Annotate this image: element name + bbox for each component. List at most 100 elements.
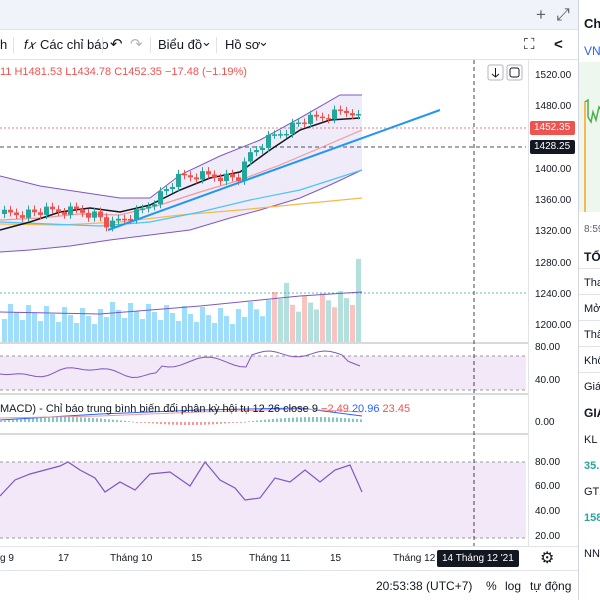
macd-bar: [260, 420, 262, 422]
candle-body: [308, 114, 313, 124]
price-tick: 1240.00: [535, 289, 572, 300]
info-row: Mở: [579, 294, 600, 319]
macd-histogram: [0, 407, 363, 425]
time-axis[interactable]: g 9 17 Tháng 10 15 Tháng 11 15 Tháng 12 …: [0, 546, 578, 570]
time-tick: Tháng 12: [393, 553, 436, 564]
chart-toolbar: h f𝑥 Các chỉ báo ↶ ↷ Biểu đồ ⌄ Hồ sơ ⌄ ⛶…: [0, 30, 578, 60]
volume-bar: [254, 309, 259, 342]
macd-bar: [248, 421, 250, 423]
macd-bar: [272, 419, 274, 422]
candle-body: [320, 116, 325, 119]
rsi-tick: 80.00: [535, 342, 561, 353]
candle-body: [182, 173, 187, 176]
undo-icon[interactable]: ↶: [110, 36, 123, 53]
volume-bar: [326, 300, 331, 342]
volume-bar: [20, 320, 25, 342]
volume-bar: [296, 311, 301, 342]
toolbar-divider: [13, 37, 14, 53]
candle-body: [254, 150, 259, 153]
macd-bar: [104, 418, 106, 422]
candle-body: [98, 211, 103, 218]
macd-bar: [356, 418, 358, 422]
ma-teal: [0, 169, 363, 227]
volume-bar: [92, 324, 97, 342]
macd-bar: [316, 417, 318, 422]
macd-bar: [32, 418, 34, 422]
panel-symbol[interactable]: VN: [584, 44, 600, 58]
trend-line[interactable]: [107, 109, 441, 231]
macd-bar: [192, 422, 194, 425]
mini-chart-bg: [579, 62, 600, 212]
candle-body: [194, 177, 199, 180]
indicators-button[interactable]: Các chỉ báo: [40, 37, 109, 52]
macd-bar: [300, 417, 302, 422]
macd-bar: [108, 419, 110, 422]
macd-bar: [176, 422, 178, 425]
time-tick: 15: [191, 553, 203, 564]
candle-body: [8, 209, 13, 213]
toolbar-fragment[interactable]: h: [0, 37, 8, 52]
candle-body: [86, 212, 91, 218]
redo-icon[interactable]: ↷: [130, 36, 143, 53]
macd-bar: [188, 422, 190, 425]
chart-type-button[interactable]: Biểu đồ: [158, 37, 203, 52]
macd-bar: [284, 418, 286, 422]
candle-body: [56, 209, 61, 213]
chart-canvas[interactable]: [0, 60, 528, 572]
volume-bar: [290, 304, 295, 342]
chevron-down-icon[interactable]: ⌄: [201, 34, 212, 49]
expand-icon[interactable]: ⤢: [556, 5, 570, 24]
log-toggle[interactable]: log: [505, 579, 522, 593]
candle-body: [158, 191, 163, 205]
maximize-pane-icon[interactable]: [506, 64, 523, 81]
volume-bar: [26, 305, 31, 342]
auto-scale-toggle[interactable]: tự động: [530, 579, 572, 593]
macd-bar: [128, 421, 130, 423]
volume-bar: [68, 315, 73, 342]
volume-bar: [284, 282, 289, 342]
macd-bar: [200, 422, 202, 425]
volume-bar: [134, 311, 139, 342]
macd-bar: [120, 420, 122, 422]
share-icon[interactable]: <: [554, 36, 563, 53]
price-tick: 1320.00: [535, 226, 572, 237]
macd-bar: [204, 422, 206, 425]
candle-body: [122, 218, 127, 221]
macd-bar: [124, 420, 126, 422]
volume-bar: [152, 312, 157, 342]
add-icon[interactable]: +: [536, 5, 546, 24]
macd-bar: [48, 417, 50, 422]
macd-bar: [40, 417, 42, 422]
percent-toggle[interactable]: %: [486, 579, 497, 593]
macd-bar: [336, 417, 338, 422]
volume-bar: [86, 316, 91, 342]
indicators-icon[interactable]: f𝑥: [24, 37, 35, 52]
macd-bar: [328, 417, 330, 422]
candlesticks: [2, 105, 361, 232]
macd-bar: [228, 422, 230, 424]
candle-body: [176, 173, 181, 187]
volume-bar: [8, 304, 13, 342]
value-label: GT: [584, 486, 600, 498]
macd-bar: [0, 421, 2, 422]
volume-bar: [74, 323, 79, 342]
macd-bar: [304, 417, 306, 422]
window-top-strip: + ⤢: [0, 0, 578, 30]
chevron-down-icon[interactable]: ⌄: [258, 34, 269, 49]
volume-bar: [158, 320, 163, 342]
macd-bar: [332, 417, 334, 422]
profile-button[interactable]: Hồ sơ: [225, 37, 261, 52]
fullscreen-icon[interactable]: ⛶: [524, 36, 535, 53]
macd-value-signal: 23.45: [382, 403, 411, 415]
macd-bar: [280, 418, 282, 422]
price-axis[interactable]: 1520.00 1480.00 1452.35 1428.25 1400.00 …: [528, 60, 578, 572]
macd-bar: [212, 422, 214, 425]
gear-icon[interactable]: ⚙: [540, 550, 555, 567]
candle-body: [200, 171, 205, 180]
candle-body: [104, 217, 109, 228]
volume-bar: [128, 303, 133, 342]
candle-body: [152, 204, 157, 207]
volume-bar: [104, 317, 109, 342]
candle-body: [332, 109, 337, 120]
price-tick: 1480.00: [535, 101, 572, 112]
